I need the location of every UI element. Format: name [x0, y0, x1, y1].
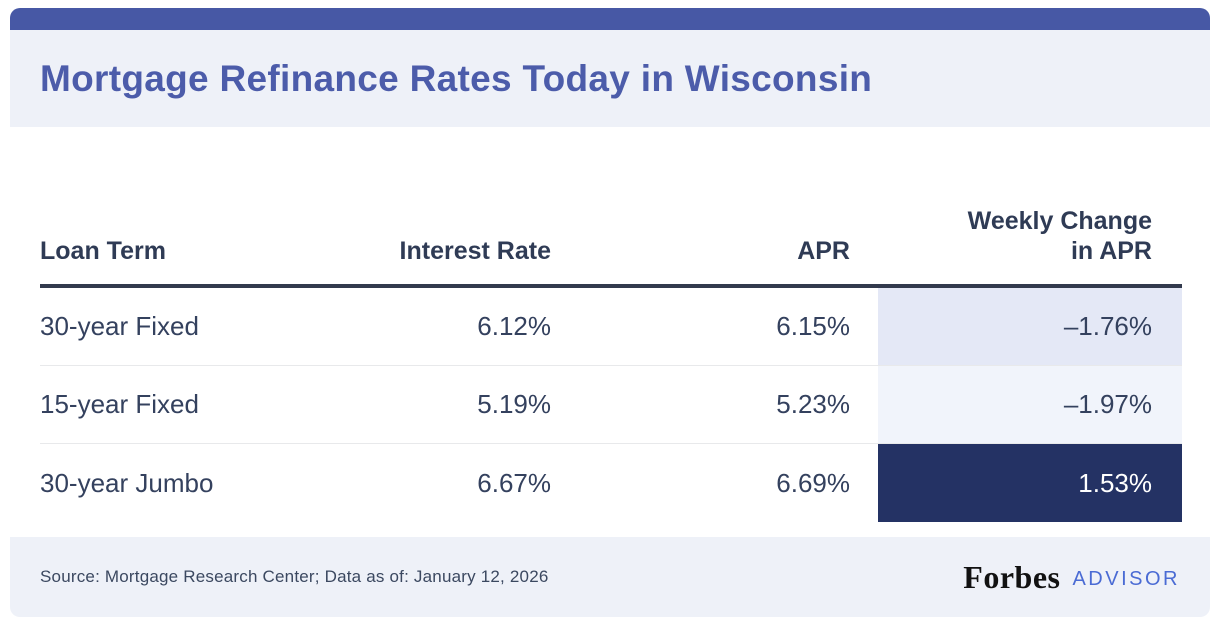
table-row: 30-year Fixed 6.12% 6.15% –1.76%: [40, 288, 1182, 366]
loan-term-cell: 30-year Jumbo: [40, 467, 214, 498]
table-row: 30-year Jumbo 6.67% 6.69% 1.53%: [40, 444, 1182, 522]
interest-rate-cell: 5.19%: [477, 389, 551, 419]
card-top-accent-bar: [10, 8, 1210, 30]
column-header-weekly-change: Weekly Change in APR: [878, 206, 1182, 284]
weekly-change-cell: 1.53%: [878, 444, 1182, 522]
rates-card: Mortgage Refinance Rates Today in Wiscon…: [10, 8, 1210, 617]
apr-cell: 6.69%: [776, 467, 850, 498]
source-attribution: Source: Mortgage Research Center; Data a…: [40, 567, 549, 586]
advisor-wordmark: ADVISOR: [1072, 567, 1180, 590]
rates-table: Loan Term Interest Rate APR Weekly Chang…: [40, 127, 1182, 522]
apr-cell: 6.15%: [776, 311, 850, 341]
footer-band: Source: Mortgage Research Center; Data a…: [10, 537, 1210, 617]
forbes-wordmark: Forbes: [963, 558, 1061, 595]
interest-rate-cell: 6.67%: [477, 467, 551, 498]
page-title: Mortgage Refinance Rates Today in Wiscon…: [40, 57, 873, 99]
loan-term-cell: 30-year Fixed: [40, 311, 199, 341]
column-header-interest-rate: Interest Rate: [399, 237, 551, 265]
forbes-advisor-logo: Forbes ADVISOR: [963, 559, 1180, 596]
column-header-apr: APR: [797, 237, 850, 265]
loan-term-cell: 15-year Fixed: [40, 389, 199, 419]
weekly-change-cell: –1.76%: [878, 288, 1182, 365]
table-header-row: Loan Term Interest Rate APR Weekly Chang…: [40, 127, 1182, 288]
column-header-loan-term: Loan Term: [40, 237, 166, 265]
column-header-weekly-change-label: Weekly Change in APR: [967, 207, 1152, 265]
apr-cell: 5.23%: [776, 389, 850, 419]
title-band: Mortgage Refinance Rates Today in Wiscon…: [10, 30, 1210, 127]
table-row: 15-year Fixed 5.19% 5.23% –1.97%: [40, 366, 1182, 444]
interest-rate-cell: 6.12%: [477, 311, 551, 341]
weekly-change-cell: –1.97%: [878, 366, 1182, 443]
